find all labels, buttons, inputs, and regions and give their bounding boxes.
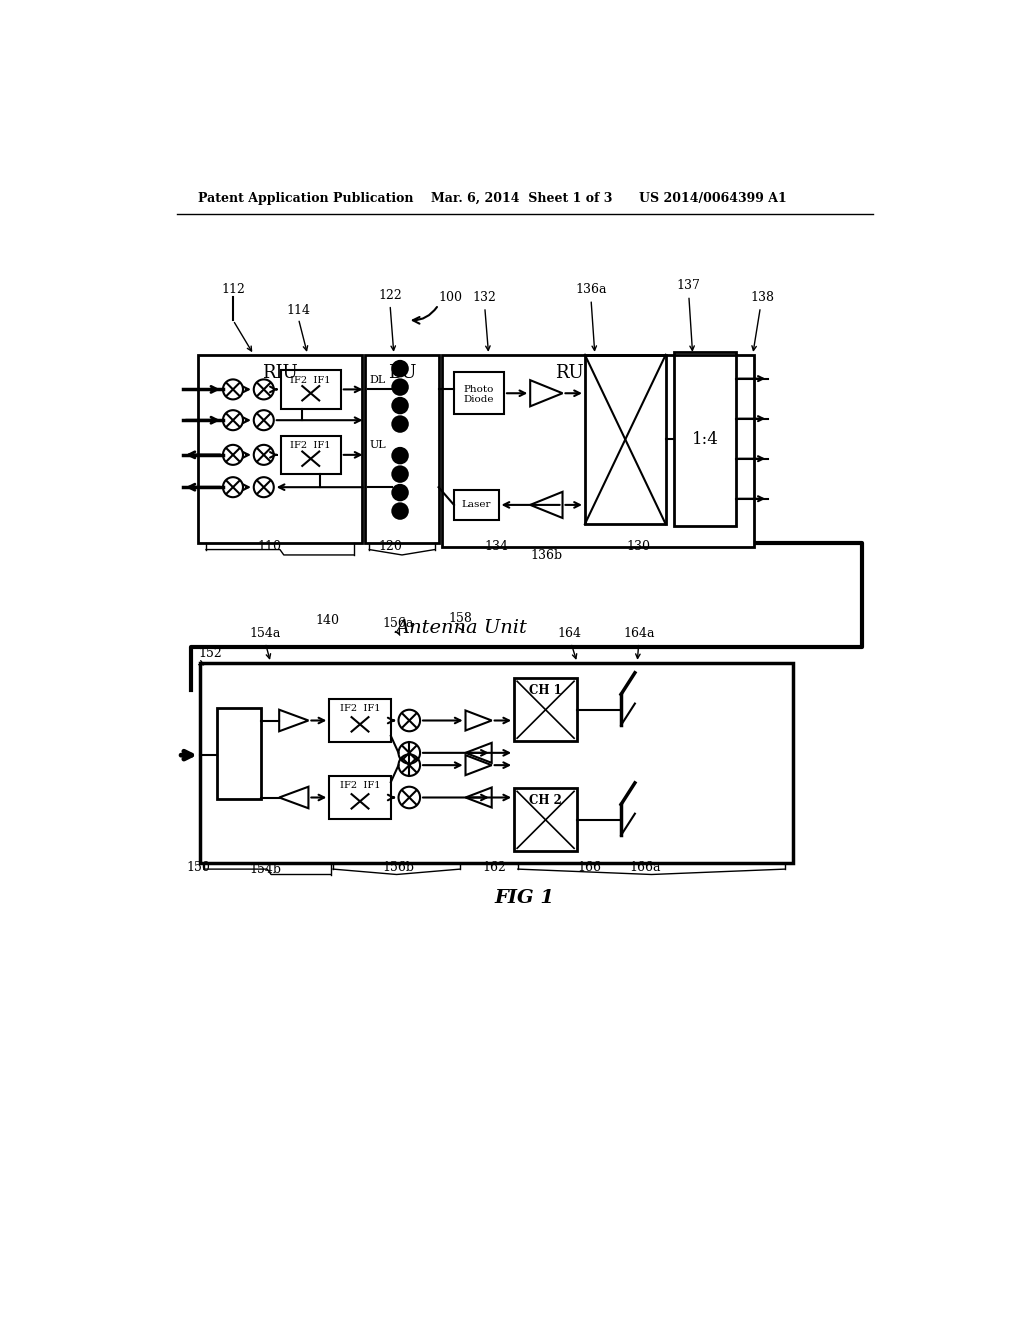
Bar — [200, 663, 793, 863]
Circle shape — [392, 416, 408, 432]
Polygon shape — [466, 755, 492, 775]
Text: 1:4: 1:4 — [691, 430, 719, 447]
Bar — [514, 678, 578, 742]
Text: 134: 134 — [484, 540, 508, 553]
Text: US 2014/0064399 A1: US 2014/0064399 A1 — [639, 191, 786, 205]
Text: 110: 110 — [257, 540, 282, 553]
Polygon shape — [466, 710, 492, 730]
Text: 138: 138 — [750, 290, 774, 304]
Circle shape — [392, 447, 408, 463]
Text: IF2  IF1: IF2 IF1 — [340, 705, 380, 713]
Text: 136a: 136a — [575, 284, 607, 296]
Bar — [454, 490, 499, 520]
Polygon shape — [530, 380, 562, 407]
Bar — [330, 700, 391, 742]
Polygon shape — [466, 743, 492, 763]
Text: IF2  IF1: IF2 IF1 — [291, 376, 331, 384]
Circle shape — [392, 379, 408, 395]
Bar — [514, 788, 578, 851]
Text: 132: 132 — [473, 290, 497, 304]
Circle shape — [392, 397, 408, 413]
Text: 114: 114 — [287, 304, 310, 317]
Polygon shape — [280, 787, 308, 808]
Text: IF2  IF1: IF2 IF1 — [340, 781, 380, 791]
Text: RU: RU — [555, 364, 584, 381]
Text: DL: DL — [370, 375, 385, 385]
Text: 164: 164 — [557, 627, 582, 640]
Text: Photo: Photo — [464, 384, 495, 393]
Text: 154b: 154b — [249, 863, 282, 876]
Text: 156b: 156b — [383, 861, 415, 874]
Text: 154a: 154a — [250, 627, 281, 640]
Text: Laser: Laser — [462, 500, 492, 510]
Text: 156a: 156a — [383, 616, 414, 630]
Circle shape — [392, 360, 408, 376]
Text: 166: 166 — [578, 861, 601, 874]
Text: UL: UL — [370, 441, 386, 450]
Text: 158: 158 — [449, 612, 472, 624]
Text: 136b: 136b — [530, 549, 562, 562]
Text: 122: 122 — [378, 289, 402, 301]
Text: 166a: 166a — [629, 861, 660, 874]
Text: 162: 162 — [482, 861, 506, 874]
Text: Antenna Unit: Antenna Unit — [395, 619, 527, 638]
Text: Patent Application Publication: Patent Application Publication — [199, 191, 414, 205]
Text: 130: 130 — [627, 540, 651, 553]
Text: CH 2: CH 2 — [529, 795, 562, 808]
Text: 137: 137 — [677, 280, 700, 292]
Bar — [199, 355, 361, 544]
Bar — [330, 776, 391, 818]
Text: 152: 152 — [199, 647, 222, 660]
Bar — [366, 355, 438, 544]
Polygon shape — [280, 710, 308, 731]
Text: 140: 140 — [315, 614, 339, 627]
Text: Diode: Diode — [464, 395, 495, 404]
Bar — [217, 708, 261, 799]
Text: FIG 1: FIG 1 — [495, 888, 555, 907]
Circle shape — [392, 503, 408, 519]
Text: RIU: RIU — [262, 364, 298, 381]
Bar — [281, 436, 341, 474]
Text: 112: 112 — [221, 284, 245, 296]
Text: IF2  IF1: IF2 IF1 — [291, 441, 331, 450]
Text: 100: 100 — [438, 290, 463, 304]
Bar — [281, 370, 341, 409]
Text: BU: BU — [388, 364, 416, 381]
Bar — [454, 372, 504, 414]
Circle shape — [392, 484, 408, 500]
Text: 150: 150 — [186, 861, 210, 874]
Text: CH 1: CH 1 — [529, 684, 562, 697]
Text: 164a: 164a — [623, 627, 654, 640]
Polygon shape — [530, 492, 562, 517]
Text: 120: 120 — [378, 540, 402, 553]
Circle shape — [392, 466, 408, 482]
Bar — [442, 355, 755, 548]
Polygon shape — [466, 788, 492, 808]
Bar — [585, 355, 666, 524]
Text: Mar. 6, 2014  Sheet 1 of 3: Mar. 6, 2014 Sheet 1 of 3 — [431, 191, 612, 205]
Bar — [674, 352, 736, 525]
